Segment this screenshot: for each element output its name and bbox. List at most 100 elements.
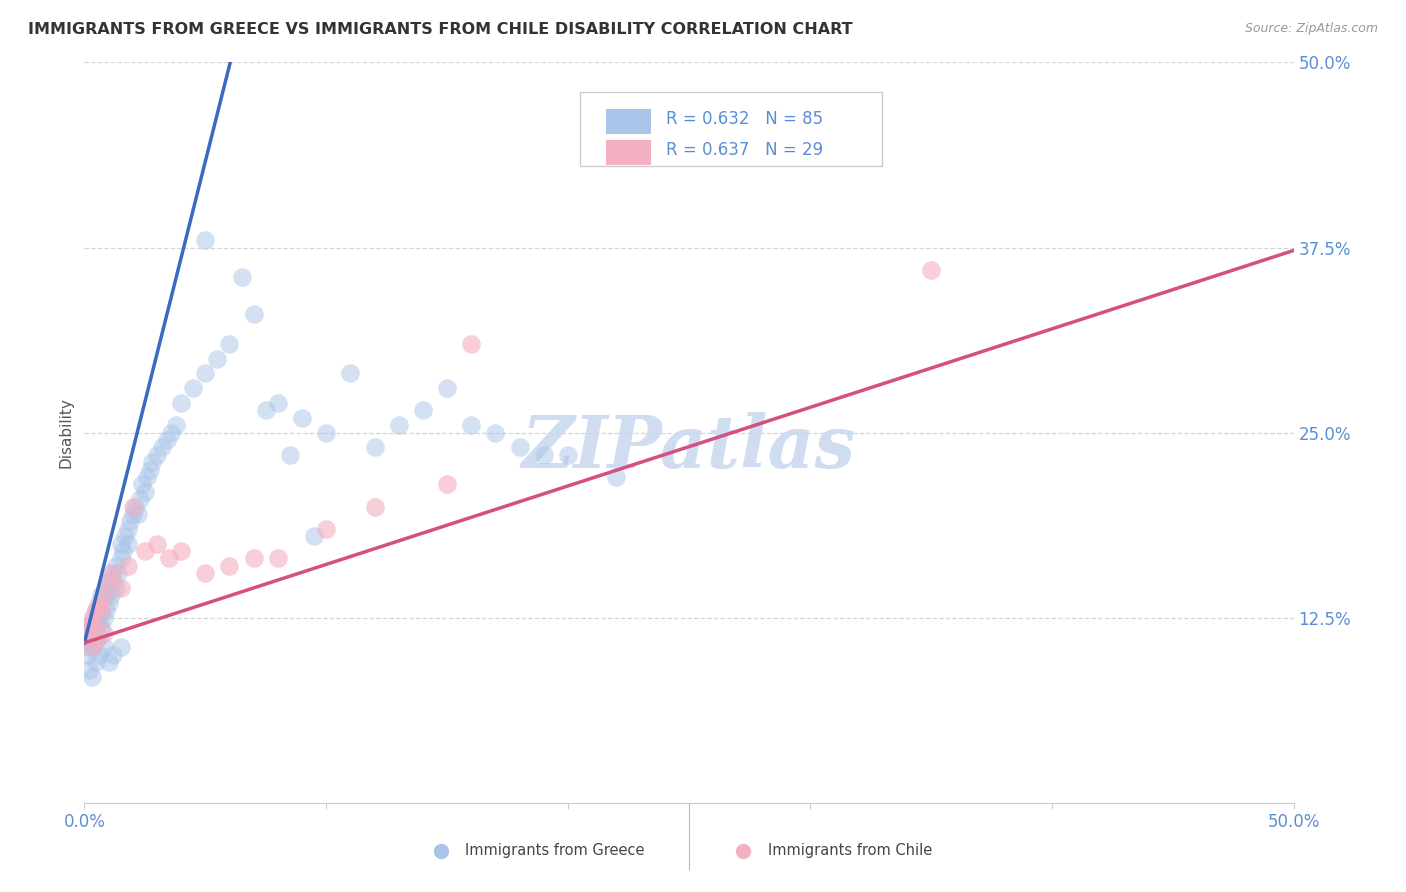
- Point: [90, 621, 112, 635]
- Point: [80, 640, 103, 655]
- Point: [138, 462, 160, 476]
- Point: [267, 396, 290, 410]
- Point: [77, 663, 100, 677]
- Point: [146, 448, 169, 462]
- Point: [83, 636, 105, 650]
- Point: [83, 610, 105, 624]
- Text: Source: ZipAtlas.com: Source: ZipAtlas.com: [1244, 22, 1378, 36]
- Point: [218, 558, 240, 573]
- Point: [83, 625, 105, 640]
- Point: [388, 418, 411, 433]
- Point: [605, 470, 627, 484]
- Point: [242, 551, 264, 566]
- Text: R = 0.637   N = 29: R = 0.637 N = 29: [666, 141, 823, 159]
- Point: [103, 574, 125, 588]
- Point: [509, 441, 531, 455]
- Point: [90, 607, 112, 621]
- Point: [363, 500, 385, 514]
- Point: [231, 270, 253, 285]
- Point: [77, 618, 100, 632]
- Point: [104, 581, 127, 595]
- Point: [170, 396, 193, 410]
- Point: [93, 591, 115, 606]
- Point: [170, 544, 193, 558]
- Point: [557, 448, 579, 462]
- Point: [104, 558, 127, 573]
- Point: [100, 589, 122, 603]
- Point: [87, 615, 110, 629]
- Point: [107, 566, 129, 581]
- Text: Immigrants from Chile: Immigrants from Chile: [768, 844, 932, 858]
- Point: [121, 500, 143, 514]
- Point: [110, 536, 132, 550]
- Point: [363, 441, 385, 455]
- Text: Immigrants from Greece: Immigrants from Greece: [465, 844, 645, 858]
- Point: [76, 648, 98, 662]
- Point: [90, 589, 112, 603]
- Point: [207, 351, 229, 366]
- FancyBboxPatch shape: [581, 92, 883, 166]
- Point: [86, 655, 108, 669]
- Point: [80, 640, 103, 655]
- Text: ZIPatlas: ZIPatlas: [522, 412, 856, 483]
- Point: [117, 536, 139, 550]
- Point: [150, 441, 173, 455]
- Point: [97, 574, 120, 588]
- Point: [120, 515, 142, 529]
- Point: [86, 603, 108, 617]
- Point: [315, 522, 337, 536]
- Point: [90, 603, 112, 617]
- Point: [80, 670, 103, 684]
- Point: [103, 648, 125, 662]
- Point: [97, 574, 120, 588]
- Bar: [606, 140, 651, 165]
- Point: [87, 630, 110, 644]
- Point: [242, 307, 264, 321]
- Point: [136, 470, 159, 484]
- Point: [129, 492, 152, 507]
- Y-axis label: Disability: Disability: [58, 397, 73, 468]
- Point: [100, 566, 122, 581]
- Point: [920, 262, 942, 277]
- Point: [97, 596, 120, 610]
- Point: [141, 455, 163, 469]
- Point: [339, 367, 361, 381]
- Point: [110, 640, 132, 655]
- Point: [112, 544, 135, 558]
- Point: [114, 529, 136, 543]
- Point: [460, 336, 482, 351]
- Point: [484, 425, 506, 440]
- Text: R = 0.632   N = 85: R = 0.632 N = 85: [666, 110, 823, 128]
- Point: [160, 425, 183, 440]
- Point: [134, 484, 156, 499]
- Text: IMMIGRANTS FROM GREECE VS IMMIGRANTS FROM CHILE DISABILITY CORRELATION CHART: IMMIGRANTS FROM GREECE VS IMMIGRANTS FRO…: [28, 22, 853, 37]
- Point: [87, 648, 110, 662]
- Point: [77, 625, 100, 640]
- Point: [80, 610, 103, 624]
- Point: [86, 618, 108, 632]
- Point: [77, 640, 100, 655]
- Point: [103, 566, 125, 581]
- Point: [76, 632, 98, 647]
- Point: [436, 381, 458, 395]
- Point: [146, 536, 169, 550]
- Point: [110, 581, 132, 595]
- Point: [315, 425, 337, 440]
- Point: [93, 589, 115, 603]
- Point: [254, 403, 277, 417]
- Point: [134, 544, 156, 558]
- Point: [87, 596, 110, 610]
- Point: [460, 418, 482, 433]
- Point: [94, 581, 117, 595]
- Point: [93, 640, 115, 655]
- Point: [278, 448, 301, 462]
- Point: [121, 507, 143, 521]
- Point: [436, 477, 458, 491]
- Point: [194, 233, 217, 247]
- Point: [86, 632, 108, 647]
- Point: [124, 500, 146, 514]
- Point: [131, 477, 153, 491]
- Point: [165, 418, 187, 433]
- Point: [127, 507, 149, 521]
- Point: [110, 551, 132, 566]
